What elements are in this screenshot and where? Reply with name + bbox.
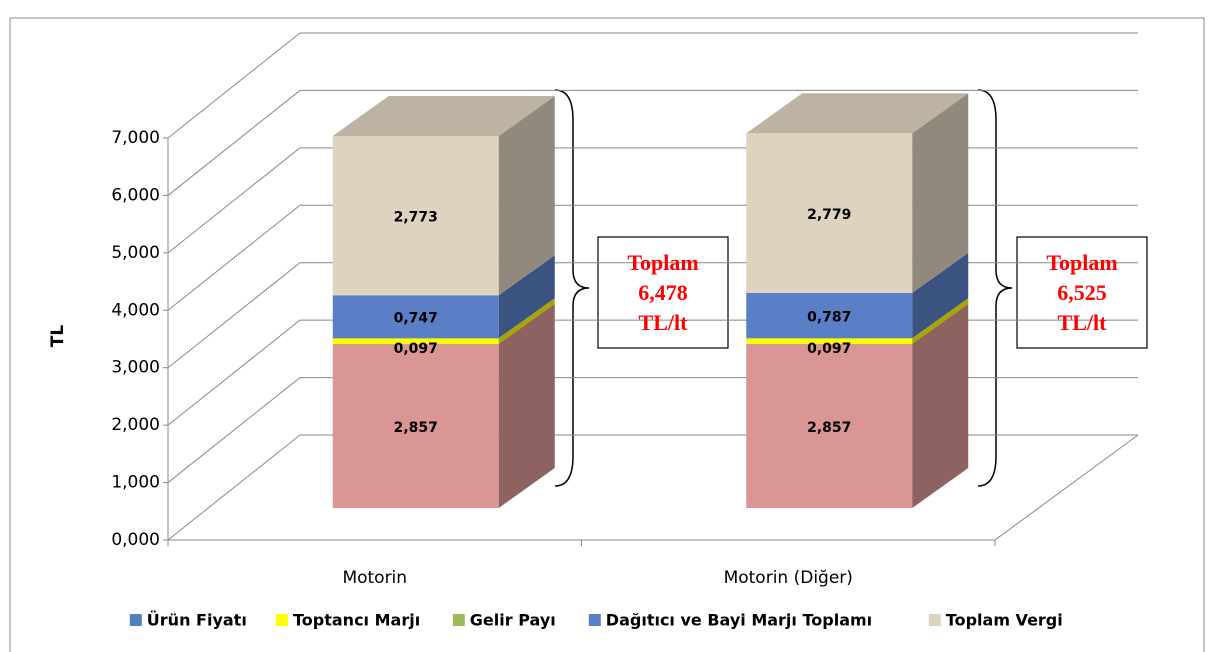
bar-segment (746, 133, 913, 293)
data-label: 0,097 (807, 341, 851, 357)
legend-swatch (928, 614, 941, 626)
y-tick-label: 7,000 (111, 128, 160, 148)
grid-line (167, 89, 1138, 196)
brace (554, 89, 590, 487)
legend-swatch (129, 614, 142, 626)
annotation: TL/lt (639, 310, 689, 335)
x-tick-label: Motorin (342, 568, 407, 588)
y-tick-label: 3,000 (111, 358, 160, 378)
bar-side (498, 255, 555, 339)
legend-label: Toplam Vergi (946, 611, 1063, 630)
grid-line (167, 32, 1138, 139)
y-axis-title: TL (48, 325, 68, 348)
bar-segment (332, 343, 499, 508)
bar-side (498, 298, 555, 339)
bar-segment (746, 292, 913, 339)
bar-segment (746, 338, 913, 339)
bar-segment (332, 338, 499, 339)
legend-swatch (276, 614, 288, 626)
bar-side (912, 303, 969, 508)
bar-side (912, 298, 969, 344)
legend-swatch (452, 614, 465, 626)
brace (977, 89, 1013, 487)
bar-side (498, 95, 555, 296)
y-tick-label: 4,000 (111, 300, 160, 320)
data-label: 2,773 (394, 210, 438, 226)
bar-side (912, 298, 969, 339)
annotation: 6,525 (1057, 280, 1107, 305)
annotation-box (1016, 236, 1148, 349)
annotation: 6,478 (638, 280, 688, 305)
bar-segment (332, 338, 499, 344)
y-tick-label: 1,000 (111, 473, 160, 493)
annotation-box (597, 236, 729, 349)
bar-top (746, 93, 969, 134)
bar-side (498, 303, 555, 508)
annotation: TL/lt (1058, 310, 1108, 335)
x-tick-label: Motorin (Diğer) (724, 568, 853, 588)
y-tick-label: 2,000 (111, 415, 160, 435)
legend-label: Dağıtıcı ve Bayi Marjı Toplamı (606, 611, 872, 630)
data-label: 2,857 (807, 420, 851, 436)
legend-swatch (588, 614, 601, 626)
bar-segment (746, 343, 913, 508)
annotation: Toplam (1046, 250, 1117, 275)
legend-label: Ürün Fiyatı (147, 611, 247, 630)
bar-segment (746, 338, 913, 344)
data-label: 2,857 (394, 420, 438, 436)
annotation: Toplam (627, 250, 698, 275)
legend-label: Gelir Payı (470, 611, 556, 630)
data-label: 2,779 (807, 207, 851, 223)
data-label: 0,097 (394, 341, 438, 357)
bar-side (912, 252, 969, 339)
data-label: 0,747 (394, 311, 438, 327)
bar-side (912, 93, 969, 293)
y-tick-label: 0,000 (111, 530, 160, 550)
legend-label: Toptancı Marjı (293, 611, 420, 630)
bar-top (332, 95, 555, 136)
bar-segment (332, 295, 499, 339)
bar-side (498, 298, 555, 344)
y-tick-label: 5,000 (111, 243, 160, 263)
data-label: 0,787 (807, 309, 851, 325)
bar-segment (332, 135, 499, 296)
y-tick-label: 6,000 (111, 185, 160, 205)
